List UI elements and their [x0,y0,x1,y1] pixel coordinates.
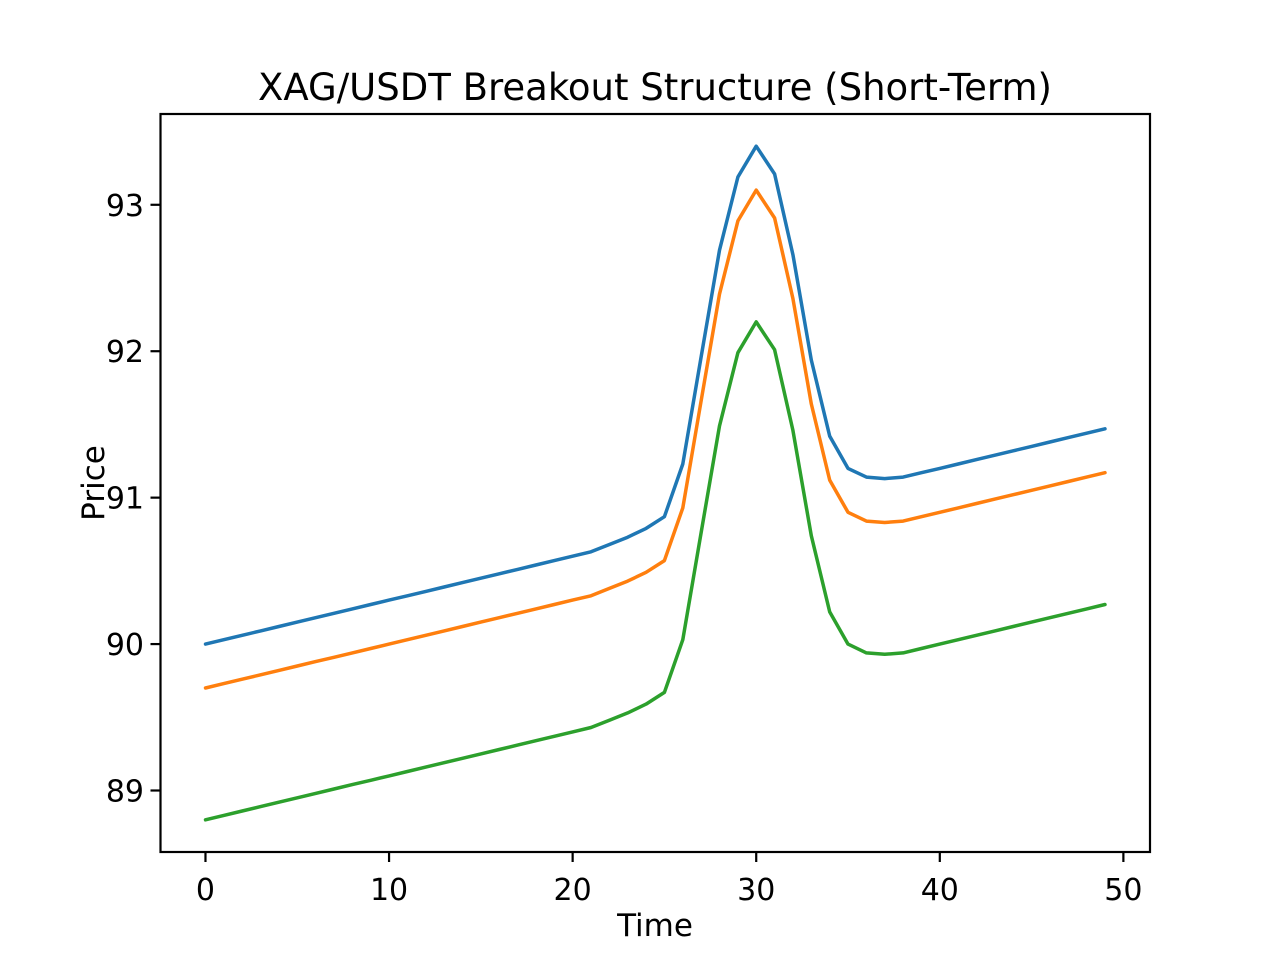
y-tick-label: 89 [106,775,144,810]
x-ticks: 0 10 20 30 40 50 [196,852,1142,908]
y-tick-label: 93 [106,189,144,224]
chart-title: XAG/USDT Breakout Structure (Short-Term) [258,66,1052,109]
y-tick-label: 91 [106,482,144,517]
y-ticks: 89 90 91 92 93 [106,189,161,810]
x-tick-label: 20 [554,873,592,908]
x-tick-label: 0 [196,873,215,908]
series-line-middle-line [203,188,1107,690]
y-axis-label: Price [76,445,112,521]
plot-border [159,112,1152,854]
x-tick-label: 10 [370,873,408,908]
y-tick-label: 92 [106,335,144,370]
series-line-lower-line [203,320,1107,822]
x-tick-label: 40 [921,873,959,908]
series-lines [203,144,1107,822]
series-line-upper-line [203,144,1107,646]
x-axis-label: Time [616,908,693,944]
y-tick-label: 90 [106,628,144,663]
x-tick-label: 50 [1104,873,1142,908]
x-tick-label: 30 [737,873,775,908]
